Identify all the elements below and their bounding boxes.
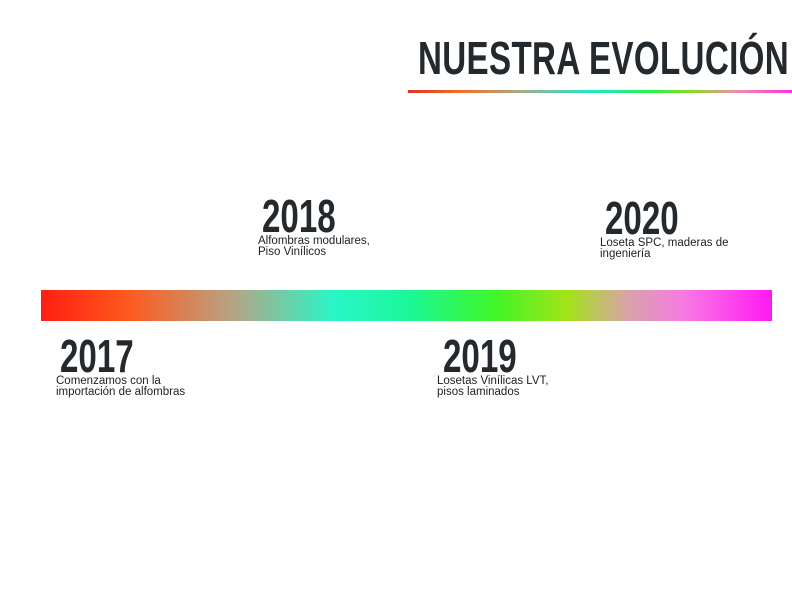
milestone-2017: 2017 Comenzamos con la importación de al… (56, 332, 185, 398)
milestone-year: 2019 (443, 330, 517, 382)
milestone-2018: 2018 Alfombras modulares, Piso Vinílicos (258, 192, 370, 258)
milestone-description: Loseta SPC, maderas de ingeniería (600, 237, 729, 260)
milestone-description: Alfombras modulares, Piso Vinílicos (258, 235, 370, 258)
milestone-2019: 2019 Losetas Vinílicas LVT, pisos lamina… (437, 332, 548, 398)
milestone-2020: 2020 Loseta SPC, maderas de ingeniería (600, 194, 729, 260)
timeline-gradient-bar (41, 290, 772, 321)
title-underline (408, 90, 792, 93)
milestone-year: 2018 (262, 190, 336, 242)
milestone-year: 2017 (60, 330, 134, 382)
milestone-description: Losetas Vinílicas LVT, pisos laminados (437, 375, 549, 398)
page-title: NUESTRA EVOLUCIÓN (418, 32, 790, 84)
milestone-description: Comenzamos con la importación de alfombr… (56, 375, 186, 398)
milestone-year: 2020 (605, 192, 679, 244)
